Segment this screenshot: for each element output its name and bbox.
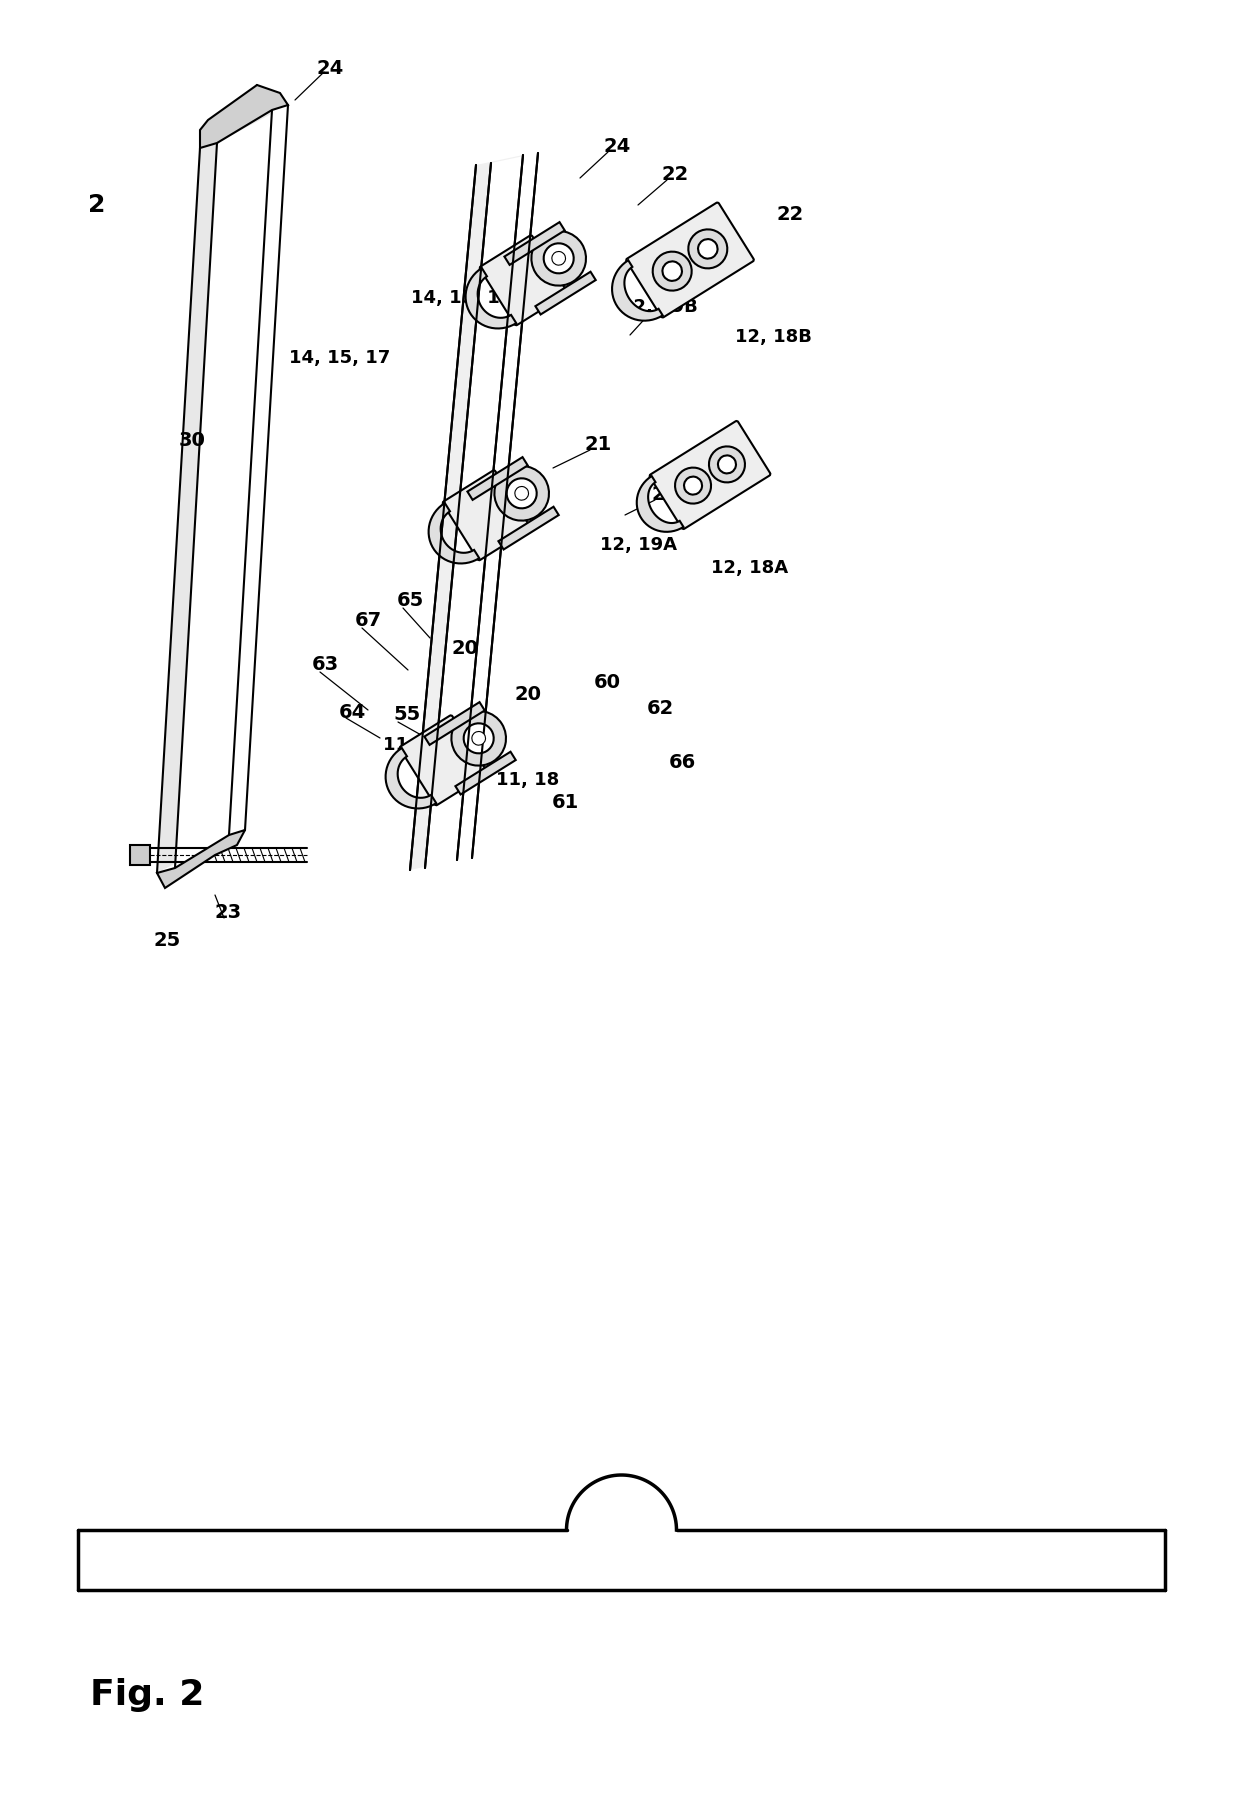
Text: 20: 20 <box>451 639 479 657</box>
Text: 12, 19A: 12, 19A <box>599 535 677 553</box>
Polygon shape <box>410 154 523 869</box>
Text: 25: 25 <box>154 930 181 950</box>
Text: 24: 24 <box>604 138 631 156</box>
FancyBboxPatch shape <box>443 471 531 560</box>
Text: 22: 22 <box>776 205 804 224</box>
Circle shape <box>495 465 549 521</box>
Circle shape <box>472 731 486 745</box>
Circle shape <box>675 467 711 503</box>
Text: 22: 22 <box>661 165 688 185</box>
Text: 30: 30 <box>179 431 206 449</box>
Text: 66: 66 <box>668 753 696 772</box>
Polygon shape <box>637 476 683 532</box>
FancyBboxPatch shape <box>536 271 595 314</box>
Polygon shape <box>429 503 479 564</box>
Text: 23: 23 <box>215 903 242 921</box>
Polygon shape <box>157 110 272 873</box>
Polygon shape <box>175 104 288 867</box>
Text: 55: 55 <box>393 706 420 724</box>
Text: 12, 18B: 12, 18B <box>734 329 811 347</box>
FancyBboxPatch shape <box>455 753 516 794</box>
Text: 14, 15, 17: 14, 15, 17 <box>289 348 391 366</box>
Circle shape <box>684 476 702 494</box>
Polygon shape <box>425 153 538 867</box>
FancyBboxPatch shape <box>480 235 568 325</box>
Polygon shape <box>613 260 662 321</box>
Text: 64: 64 <box>339 702 366 722</box>
Text: 60: 60 <box>594 674 620 693</box>
Text: 21: 21 <box>584 435 611 454</box>
Circle shape <box>662 262 682 280</box>
Text: 63: 63 <box>311 656 339 675</box>
Circle shape <box>543 242 574 273</box>
Polygon shape <box>200 84 288 147</box>
FancyBboxPatch shape <box>505 223 564 264</box>
Text: 11, 19: 11, 19 <box>383 736 446 754</box>
Circle shape <box>552 251 565 266</box>
Circle shape <box>688 230 728 268</box>
Text: 21: 21 <box>651 485 678 505</box>
Polygon shape <box>157 830 246 887</box>
FancyBboxPatch shape <box>424 702 485 745</box>
FancyBboxPatch shape <box>650 420 770 530</box>
Polygon shape <box>130 844 150 866</box>
Circle shape <box>532 232 587 286</box>
Text: 24: 24 <box>316 59 343 77</box>
Circle shape <box>652 251 692 291</box>
Text: 56: 56 <box>474 745 501 763</box>
Circle shape <box>451 711 506 765</box>
Polygon shape <box>466 268 516 329</box>
FancyBboxPatch shape <box>399 715 487 805</box>
Text: 2: 2 <box>88 192 105 217</box>
Circle shape <box>709 447 745 483</box>
Circle shape <box>718 456 737 474</box>
Text: 12, 19B: 12, 19B <box>621 298 697 316</box>
Text: 20: 20 <box>515 686 542 704</box>
Circle shape <box>464 724 494 753</box>
Text: 61: 61 <box>552 792 579 812</box>
FancyBboxPatch shape <box>626 203 754 318</box>
Text: 67: 67 <box>355 611 382 630</box>
Circle shape <box>698 239 718 259</box>
Text: 65: 65 <box>397 591 424 609</box>
Circle shape <box>515 487 528 499</box>
Circle shape <box>507 478 537 508</box>
Text: 11, 18: 11, 18 <box>496 770 559 788</box>
Text: 14, 15, 16: 14, 15, 16 <box>412 289 512 307</box>
Text: 12, 18A: 12, 18A <box>712 559 789 577</box>
Polygon shape <box>386 749 436 808</box>
Text: 62: 62 <box>646 699 673 717</box>
FancyBboxPatch shape <box>467 458 528 499</box>
FancyBboxPatch shape <box>498 506 559 550</box>
Text: Fig. 2: Fig. 2 <box>91 1677 205 1712</box>
